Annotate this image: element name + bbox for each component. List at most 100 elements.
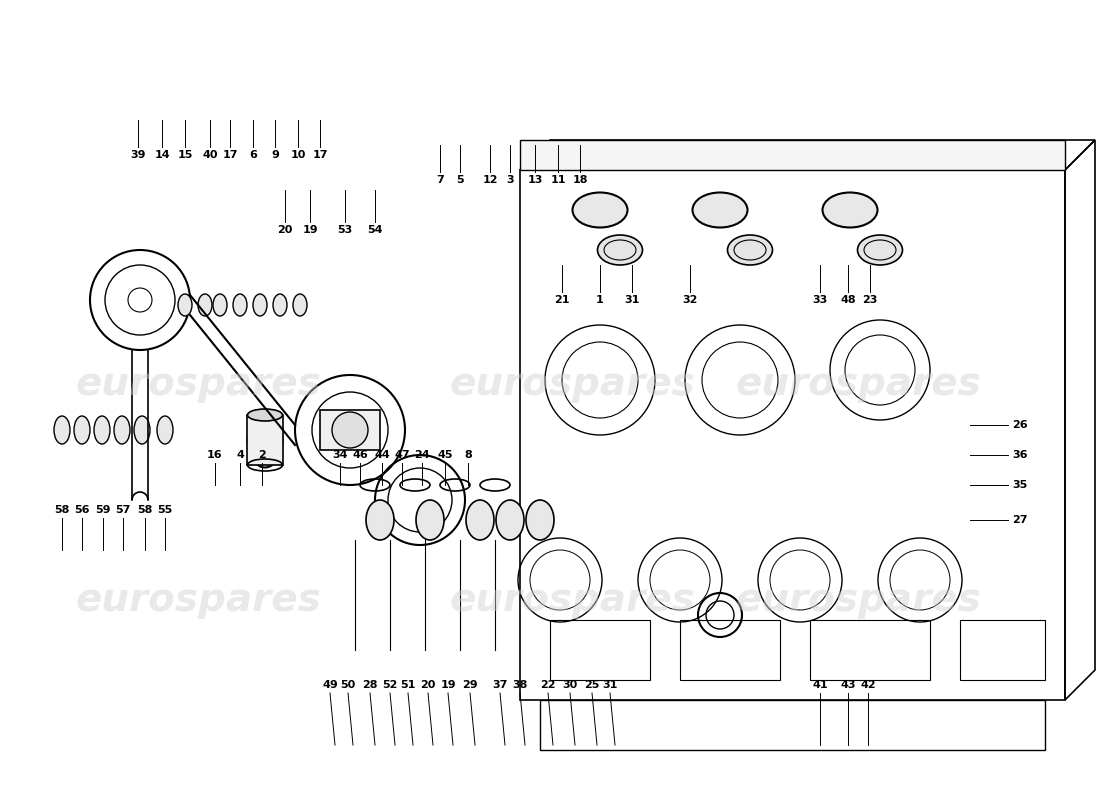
Text: 55: 55 bbox=[157, 505, 173, 515]
Bar bbox=[550, 620, 650, 680]
Text: 3: 3 bbox=[506, 175, 514, 185]
Ellipse shape bbox=[134, 416, 150, 444]
Text: 46: 46 bbox=[352, 450, 367, 460]
Text: 6: 6 bbox=[249, 150, 257, 160]
Text: 42: 42 bbox=[860, 680, 876, 690]
Ellipse shape bbox=[597, 235, 642, 265]
Text: 28: 28 bbox=[362, 680, 377, 690]
Bar bbox=[520, 140, 1065, 170]
Text: 29: 29 bbox=[462, 680, 477, 690]
Ellipse shape bbox=[248, 413, 283, 467]
Text: 20: 20 bbox=[420, 680, 436, 690]
Text: eurospares: eurospares bbox=[735, 365, 981, 403]
Text: 59: 59 bbox=[96, 505, 111, 515]
Ellipse shape bbox=[248, 409, 283, 421]
Text: 41: 41 bbox=[812, 680, 828, 690]
Text: 8: 8 bbox=[464, 450, 472, 460]
Text: 14: 14 bbox=[154, 150, 169, 160]
Text: 51: 51 bbox=[400, 680, 416, 690]
Ellipse shape bbox=[366, 500, 394, 540]
Bar bbox=[680, 620, 780, 680]
Ellipse shape bbox=[416, 500, 444, 540]
Ellipse shape bbox=[496, 500, 524, 540]
Text: 45: 45 bbox=[438, 450, 453, 460]
Ellipse shape bbox=[823, 193, 878, 227]
Text: 35: 35 bbox=[1012, 480, 1027, 490]
Text: 54: 54 bbox=[367, 225, 383, 235]
Text: eurospares: eurospares bbox=[449, 365, 695, 403]
Text: 21: 21 bbox=[554, 295, 570, 305]
Text: 25: 25 bbox=[584, 680, 600, 690]
Ellipse shape bbox=[693, 193, 748, 227]
Text: 1: 1 bbox=[596, 295, 604, 305]
Text: 15: 15 bbox=[177, 150, 192, 160]
Ellipse shape bbox=[54, 416, 70, 444]
Text: 27: 27 bbox=[1012, 515, 1027, 525]
Text: eurospares: eurospares bbox=[75, 365, 321, 403]
Text: eurospares: eurospares bbox=[75, 581, 321, 619]
Text: 43: 43 bbox=[840, 680, 856, 690]
Text: 11: 11 bbox=[550, 175, 565, 185]
Text: 26: 26 bbox=[1012, 420, 1027, 430]
Bar bbox=[540, 700, 1045, 750]
Ellipse shape bbox=[466, 500, 494, 540]
Text: 44: 44 bbox=[374, 450, 389, 460]
Text: 19: 19 bbox=[302, 225, 318, 235]
Ellipse shape bbox=[858, 235, 902, 265]
Text: 47: 47 bbox=[394, 450, 410, 460]
Text: 57: 57 bbox=[116, 505, 131, 515]
Text: 12: 12 bbox=[482, 175, 497, 185]
Text: 53: 53 bbox=[338, 225, 353, 235]
Text: 13: 13 bbox=[527, 175, 542, 185]
Bar bbox=[520, 170, 1065, 700]
Ellipse shape bbox=[94, 416, 110, 444]
Text: 16: 16 bbox=[207, 450, 223, 460]
Text: 58: 58 bbox=[54, 505, 69, 515]
Text: 37: 37 bbox=[493, 680, 508, 690]
Text: 10: 10 bbox=[290, 150, 306, 160]
Text: 52: 52 bbox=[383, 680, 398, 690]
Text: 19: 19 bbox=[440, 680, 455, 690]
Text: 17: 17 bbox=[222, 150, 238, 160]
Text: 34: 34 bbox=[332, 450, 348, 460]
Bar bbox=[320, 410, 379, 450]
Text: 49: 49 bbox=[322, 680, 338, 690]
Ellipse shape bbox=[273, 294, 287, 316]
Ellipse shape bbox=[213, 294, 227, 316]
Ellipse shape bbox=[74, 416, 90, 444]
Text: 50: 50 bbox=[340, 680, 355, 690]
Ellipse shape bbox=[178, 294, 192, 316]
Text: 20: 20 bbox=[277, 225, 293, 235]
Text: 40: 40 bbox=[202, 150, 218, 160]
Text: 23: 23 bbox=[862, 295, 878, 305]
Text: 31: 31 bbox=[603, 680, 618, 690]
Text: eurospares: eurospares bbox=[735, 581, 981, 619]
Ellipse shape bbox=[198, 294, 212, 316]
Text: 2: 2 bbox=[258, 450, 266, 460]
Text: 30: 30 bbox=[562, 680, 578, 690]
Text: 58: 58 bbox=[138, 505, 153, 515]
Ellipse shape bbox=[157, 416, 173, 444]
Ellipse shape bbox=[572, 193, 627, 227]
Ellipse shape bbox=[233, 294, 248, 316]
Bar bbox=[810, 620, 930, 680]
Text: 7: 7 bbox=[436, 175, 444, 185]
Text: 33: 33 bbox=[813, 295, 827, 305]
Text: 5: 5 bbox=[456, 175, 464, 185]
Text: 4: 4 bbox=[236, 450, 244, 460]
Text: 56: 56 bbox=[75, 505, 90, 515]
Text: 24: 24 bbox=[415, 450, 430, 460]
Text: 22: 22 bbox=[540, 680, 556, 690]
Text: 48: 48 bbox=[840, 295, 856, 305]
Ellipse shape bbox=[293, 294, 307, 316]
Text: 36: 36 bbox=[1012, 450, 1027, 460]
Text: 17: 17 bbox=[312, 150, 328, 160]
Text: 18: 18 bbox=[572, 175, 587, 185]
Text: 38: 38 bbox=[513, 680, 528, 690]
Ellipse shape bbox=[727, 235, 772, 265]
Text: eurospares: eurospares bbox=[449, 581, 695, 619]
Ellipse shape bbox=[253, 294, 267, 316]
Text: 9: 9 bbox=[271, 150, 279, 160]
Ellipse shape bbox=[114, 416, 130, 444]
Bar bbox=[248, 415, 283, 465]
